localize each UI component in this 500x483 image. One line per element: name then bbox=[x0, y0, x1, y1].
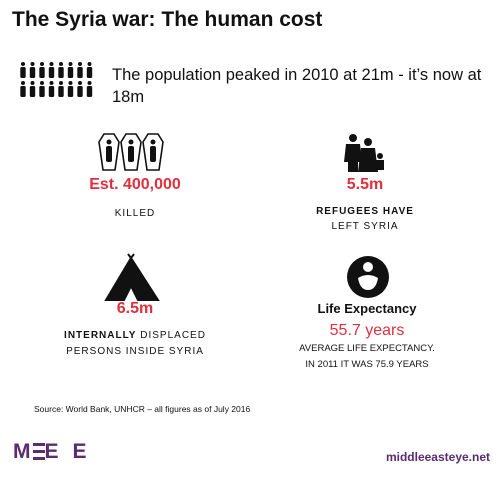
source: Source: World Bank, UNHCR – all figures … bbox=[34, 404, 251, 414]
person-head bbox=[40, 62, 44, 66]
person-head bbox=[68, 62, 73, 66]
stat-heading: Life Expectancy bbox=[317, 301, 417, 316]
person-body bbox=[58, 67, 64, 78]
logo: MEE bbox=[13, 440, 101, 463]
stat-label: INTERNALLY DISPLACED bbox=[64, 328, 206, 343]
person-head bbox=[21, 62, 25, 66]
tent-icon bbox=[104, 253, 160, 301]
stat-label: REFUGEES HAVE bbox=[316, 206, 414, 217]
person-head bbox=[40, 81, 44, 85]
stat-label: KILLED bbox=[114, 208, 156, 219]
person-body bbox=[67, 67, 74, 78]
person-body bbox=[48, 67, 55, 78]
person-head bbox=[59, 62, 63, 66]
title: The Syria war: The human cost bbox=[12, 8, 323, 31]
person-body bbox=[39, 67, 45, 78]
logo-mark bbox=[33, 443, 45, 460]
person-head bbox=[49, 62, 54, 66]
person-body bbox=[77, 67, 83, 78]
population-icon bbox=[20, 62, 93, 97]
person-head bbox=[78, 62, 82, 66]
person-body bbox=[86, 86, 93, 97]
person-head bbox=[87, 62, 92, 66]
stat-value: 6.5m bbox=[116, 300, 154, 317]
person-head bbox=[78, 81, 82, 85]
site-url[interactable]: middleeasteye.net bbox=[385, 450, 490, 464]
intro: The population peaked in 2010 at 21m - i… bbox=[112, 66, 482, 106]
person-head bbox=[87, 81, 92, 85]
person-body bbox=[58, 86, 64, 97]
person-body bbox=[20, 86, 26, 97]
person-head bbox=[21, 81, 25, 85]
stat-value: Est. 400,000 bbox=[89, 176, 181, 193]
stat-label-bold: INTERNALLY bbox=[64, 330, 137, 341]
person-body bbox=[67, 86, 74, 97]
stat-label: PERSONS INSIDE SYRIA bbox=[66, 346, 204, 357]
stat-label: AVERAGE LIFE EXPECTANCY. bbox=[299, 343, 435, 354]
person-head bbox=[30, 62, 35, 66]
person-body bbox=[48, 86, 55, 97]
person-body bbox=[86, 67, 93, 78]
stat-value: 5.5m bbox=[346, 176, 384, 193]
coffins-icon bbox=[98, 133, 164, 171]
person-head bbox=[49, 81, 54, 85]
baby-figure bbox=[358, 262, 378, 290]
person-body bbox=[29, 67, 36, 78]
person-head bbox=[59, 81, 63, 85]
person-body bbox=[77, 86, 83, 97]
person-body bbox=[20, 67, 26, 78]
stat-label: IN 2011 IT WAS 75.9 YEARS bbox=[305, 359, 429, 370]
person-head bbox=[30, 81, 35, 85]
person-body bbox=[39, 86, 45, 97]
person-head bbox=[68, 81, 73, 85]
stat-value: 55.7 years bbox=[329, 322, 405, 339]
stat-label: LEFT SYRIA bbox=[331, 221, 399, 232]
refugees-icon bbox=[344, 134, 384, 172]
coffin-figures bbox=[106, 139, 156, 162]
stat-label-rest: DISPLACED bbox=[140, 330, 206, 341]
person-body bbox=[29, 86, 36, 97]
